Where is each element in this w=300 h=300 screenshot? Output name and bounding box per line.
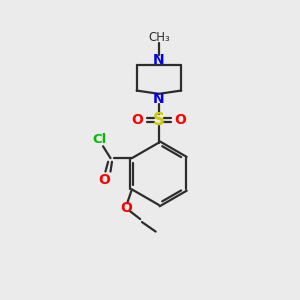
Text: O: O — [132, 113, 143, 127]
Text: CH₃: CH₃ — [148, 31, 170, 44]
Text: N: N — [153, 52, 165, 67]
Text: N: N — [153, 92, 165, 106]
Text: O: O — [174, 113, 186, 127]
Text: O: O — [98, 172, 110, 187]
Text: S: S — [153, 111, 165, 129]
Text: Cl: Cl — [92, 133, 106, 146]
Text: O: O — [121, 201, 133, 215]
